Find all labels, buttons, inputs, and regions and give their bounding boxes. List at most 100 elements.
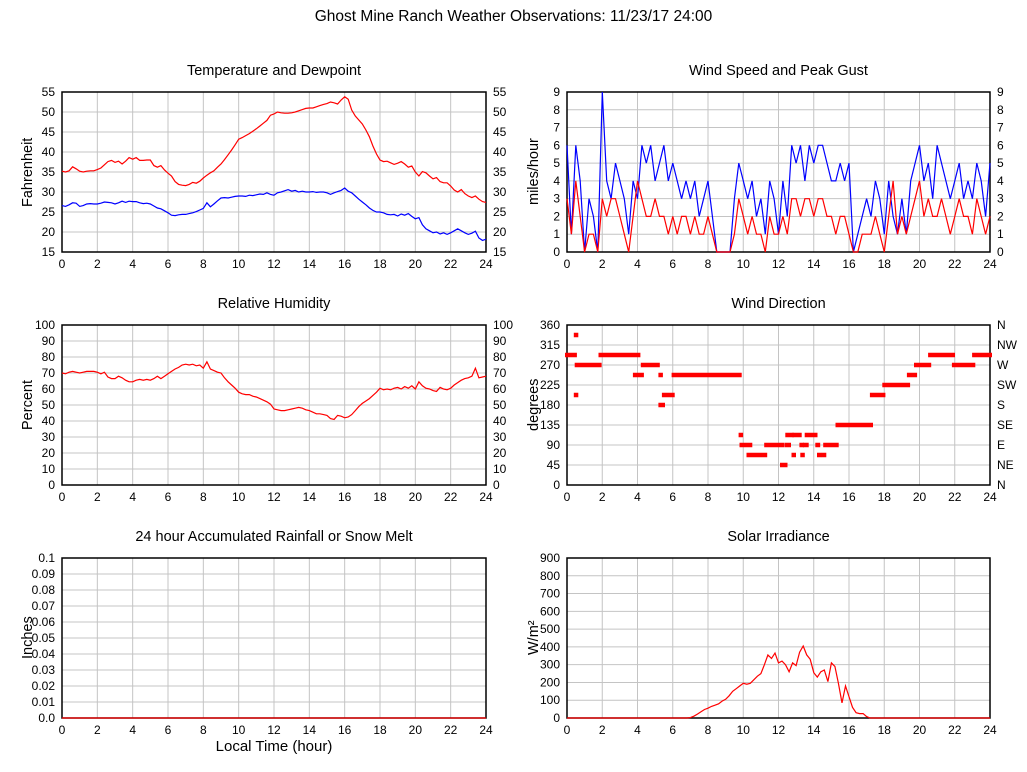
wind-direction-point — [799, 442, 804, 448]
tick-label: 0 — [59, 490, 66, 504]
tick-label: 20 — [913, 723, 927, 737]
wind-direction-point — [738, 432, 744, 438]
chart-title-rainfall: 24 hour Accumulated Rainfall or Snow Mel… — [135, 529, 413, 545]
tick-label: 600 — [540, 604, 560, 618]
tick-label: 60 — [493, 382, 507, 396]
chart-title-temperature-dewpoint: Temperature and Dewpoint — [186, 63, 362, 79]
tick-label: N — [997, 318, 1006, 332]
tick-label: 20 — [493, 225, 507, 239]
tick-label: 16 — [338, 257, 352, 271]
tick-label: 6 — [553, 138, 560, 152]
tick-label: 16 — [842, 723, 856, 737]
tick-label: 20 — [42, 446, 56, 460]
tick-label: 2 — [553, 209, 560, 223]
tick-label: 55 — [42, 85, 56, 99]
wind-direction-point — [739, 442, 753, 448]
tick-label: 30 — [42, 430, 56, 444]
tick-label: 25 — [493, 205, 507, 219]
chart-wind-speed-gust: 0 2 4 6 8 10 12 14 16 18 20 22 240 01 12 23 34 45 56 67 78 89… — [553, 85, 1004, 271]
wind-direction-point — [804, 432, 818, 438]
tick-label: 0 — [564, 257, 571, 271]
tick-label: 45 — [547, 458, 561, 472]
wind-direction-point — [658, 372, 663, 378]
tick-label: 14 — [303, 723, 317, 737]
tick-label: 18 — [878, 490, 892, 504]
tick-label: 20 — [493, 446, 507, 460]
grid-lines — [61, 557, 487, 719]
tick-label: 22 — [948, 257, 962, 271]
tick-label: 90 — [42, 334, 56, 348]
tick-label: 16 — [842, 257, 856, 271]
tick-label: 2 — [94, 723, 101, 737]
tick-label: 3 — [997, 192, 1004, 206]
tick-label: 2 — [997, 209, 1004, 223]
tick-label: 8 — [997, 103, 1004, 117]
tick-label: 18 — [373, 257, 387, 271]
y-axis-label-percent: Percent — [20, 380, 36, 430]
tick-label: SW — [997, 378, 1017, 392]
plot-border — [566, 557, 991, 719]
y-axis-label-degrees: degrees — [526, 378, 542, 432]
tick-label: 20 — [409, 257, 423, 271]
tick-label: 50 — [42, 105, 56, 119]
tick-label: 12 — [772, 723, 786, 737]
tick-label: 12 — [267, 257, 281, 271]
wind-direction-point — [791, 452, 796, 458]
wind-direction-point — [573, 392, 579, 398]
tick-label: 70 — [493, 366, 507, 380]
wind-direction-point — [869, 392, 886, 398]
series-dewpoint — [61, 187, 487, 242]
grid-lines — [566, 557, 991, 719]
tick-label: 0 — [553, 245, 560, 259]
tick-label: 4 — [129, 723, 136, 737]
plot-border — [61, 324, 487, 486]
series-relative-humidity — [61, 360, 487, 421]
tick-label: 4 — [634, 490, 641, 504]
tick-label: 2 — [94, 257, 101, 271]
tick-label: 0.0 — [38, 711, 55, 725]
tick-label: 24 — [983, 490, 997, 504]
tick-label: 10 — [232, 490, 246, 504]
tick-label: 20 — [409, 723, 423, 737]
tick-label: 6 — [165, 490, 172, 504]
tick-label: 0.09 — [32, 567, 56, 581]
tick-label: 0.03 — [32, 663, 56, 677]
tick-label: 0.06 — [32, 615, 56, 629]
tick-label: 24 — [983, 723, 997, 737]
tick-label: 20 — [913, 490, 927, 504]
wind-direction-point — [671, 372, 742, 378]
tick-label: 100 — [493, 318, 513, 332]
tick-label: 7 — [997, 121, 1004, 135]
tick-label: 0 — [997, 245, 1004, 259]
tick-label: 90 — [493, 334, 507, 348]
tick-label: 40 — [493, 414, 507, 428]
tick-label: 12 — [267, 723, 281, 737]
tick-label: 20 — [409, 490, 423, 504]
tick-label: 10 — [232, 257, 246, 271]
tick-label: NE — [997, 458, 1014, 472]
tick-label: SE — [997, 418, 1013, 432]
tick-label: 400 — [540, 640, 560, 654]
series-temperature — [61, 96, 487, 203]
page-title: Ghost Mine Ranch Weather Observations: 1… — [314, 8, 713, 25]
tick-label: 0 — [59, 723, 66, 737]
tick-label: 80 — [42, 350, 56, 364]
tick-label: 8 — [553, 103, 560, 117]
tick-label: 0.02 — [32, 679, 56, 693]
tick-label: 70 — [42, 366, 56, 380]
wind-direction-point — [815, 442, 821, 448]
tick-label: 135 — [540, 418, 560, 432]
tick-label: 5 — [997, 156, 1004, 170]
tick-label: 270 — [540, 358, 560, 372]
tick-label: W — [997, 358, 1009, 372]
tick-label: 500 — [540, 622, 560, 636]
wind-direction-point — [914, 362, 932, 368]
tick-label: 30 — [42, 185, 56, 199]
tick-label: 80 — [493, 350, 507, 364]
tick-label: 24 — [479, 490, 493, 504]
tick-label: 4 — [634, 257, 641, 271]
tick-label: 55 — [493, 85, 507, 99]
